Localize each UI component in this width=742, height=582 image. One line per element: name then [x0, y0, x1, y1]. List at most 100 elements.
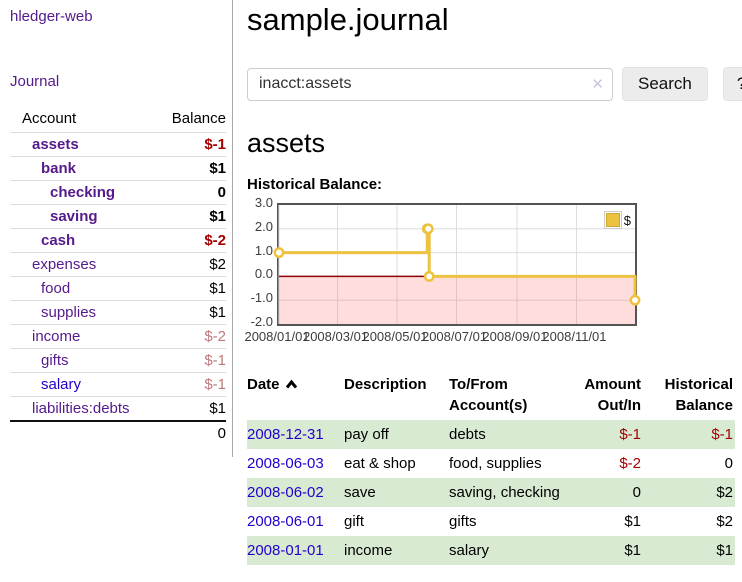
account-row: income $-2: [10, 324, 226, 349]
x-tick-label: 2008/01/01: [244, 329, 310, 344]
register-table: Date Description To/From Account(s) Amou…: [247, 370, 735, 565]
transaction-accounts: debts: [449, 420, 571, 449]
transaction-date-link[interactable]: 2008-06-02: [247, 484, 324, 501]
account-balance: $-1: [204, 352, 226, 369]
main-content: sample.journal ✕ Search ? assets Histori…: [233, 0, 742, 565]
y-tick-label: -1.0: [250, 290, 273, 306]
account-link-liabilities-debts[interactable]: liabilities:debts: [32, 400, 130, 417]
transaction-balance: $2: [716, 513, 733, 530]
account-balance: $1: [209, 400, 226, 417]
transaction-date-link[interactable]: 2008-12-31: [247, 426, 324, 443]
account-row: salary $-1: [10, 372, 226, 397]
register-header-accounts: To/From Account(s): [449, 376, 528, 414]
accounts-header-balance: Balance: [171, 110, 226, 127]
chart-legend: $: [603, 211, 631, 229]
chart-label: Historical Balance:: [247, 176, 383, 193]
transaction-amount: 0: [571, 478, 643, 507]
x-tick-label: 2008/11/01: [542, 329, 607, 344]
transaction-balance: $2: [643, 478, 735, 507]
clear-search-icon[interactable]: ✕: [591, 75, 604, 93]
account-link-bank[interactable]: bank: [41, 160, 77, 177]
transaction-amount: $-1: [571, 420, 643, 449]
accounts-header-account: Account: [22, 110, 77, 127]
account-balance: $-1: [204, 136, 226, 153]
register-row: 2008-06-02 save saving, checking 0 $2: [247, 478, 735, 507]
transaction-description: income: [344, 536, 449, 565]
register-header-amount: Amount Out/In: [584, 376, 641, 414]
accounts-balance-table: Account Balance assets $-1 bank $1 check…: [10, 107, 226, 445]
x-tick-label: 2008/09/01: [482, 329, 548, 344]
y-tick-label: 3.0: [254, 195, 273, 210]
y-tick-label: -2.0: [250, 314, 273, 329]
transaction-balance: $-1: [643, 420, 735, 449]
sidebar: hledger-web Journal Account Balance asse…: [0, 0, 233, 457]
account-link-assets[interactable]: assets: [32, 136, 79, 153]
account-link-cash[interactable]: cash: [41, 232, 76, 249]
account-balance: 0: [217, 184, 226, 201]
account-link-gifts[interactable]: gifts: [41, 352, 69, 369]
account-row: assets $-1: [10, 132, 226, 157]
search-input[interactable]: [247, 67, 613, 101]
register-header-date[interactable]: Date: [247, 370, 344, 420]
legend-swatch: [605, 213, 620, 227]
account-balance: $2: [209, 256, 226, 273]
accounts-header-row: Account Balance: [10, 107, 226, 133]
y-tick-label: 1.0: [254, 242, 273, 258]
transaction-description: gift: [344, 513, 365, 530]
account-link-supplies[interactable]: supplies: [41, 304, 97, 321]
register-row: 2008-01-01 income salary $1 $1: [247, 536, 735, 565]
account-link-saving[interactable]: saving: [50, 208, 98, 225]
account-link-salary[interactable]: salary: [41, 376, 82, 393]
account-row: cash $-2: [10, 228, 226, 253]
search-box: ✕: [247, 67, 613, 101]
transaction-date-link[interactable]: 2008-06-03: [247, 455, 324, 472]
register-header-balance: Historical Balance: [664, 376, 733, 414]
account-row: expenses $2: [10, 252, 226, 277]
account-heading: assets: [247, 128, 326, 158]
chart-plot-area: $: [273, 203, 641, 326]
account-balance: $1: [209, 160, 226, 177]
account-link-expenses[interactable]: expenses: [32, 256, 97, 273]
transaction-description: pay off: [344, 420, 449, 449]
account-balance: $-2: [204, 232, 226, 249]
account-link-checking[interactable]: checking: [50, 184, 116, 201]
transaction-date-link[interactable]: 2008-01-01: [247, 542, 324, 559]
accounts-total-value: 0: [217, 425, 226, 442]
transaction-description: save: [344, 478, 449, 507]
account-row: food $1: [10, 276, 226, 301]
register-row: 2008-06-01 gift gifts $1 $2: [247, 507, 735, 536]
app-title-link[interactable]: hledger-web: [10, 8, 93, 25]
sort-ascending-icon: [285, 379, 297, 389]
search-button[interactable]: Search: [622, 67, 708, 101]
transaction-balance: $1: [643, 536, 735, 565]
account-row: liabilities:debts $1: [10, 396, 226, 422]
historical-balance-chart: 3.0 2.0 1.0 0.0 -1.0 -2.0 $ 2008/01/01 2…: [244, 195, 742, 347]
legend-swatch-box: [603, 211, 622, 229]
transaction-accounts: gifts: [449, 513, 477, 530]
account-row: bank $1: [10, 156, 226, 181]
account-row: gifts $-1: [10, 348, 226, 373]
account-balance: $-1: [204, 376, 226, 393]
account-balance: $1: [209, 208, 226, 225]
accounts-total-row: 0: [10, 421, 226, 445]
transaction-amount: $1: [571, 536, 643, 565]
register-header-description: Description: [344, 376, 427, 393]
account-row: checking 0: [10, 180, 226, 205]
account-link-income[interactable]: income: [32, 328, 81, 345]
account-row: saving $1: [10, 204, 226, 229]
sidebar-item-journal[interactable]: Journal: [10, 73, 60, 90]
transaction-date-link[interactable]: 2008-06-01: [247, 513, 324, 530]
x-tick-label: 2008/03/01: [302, 329, 369, 344]
x-tick-label: 2008/05/01: [362, 329, 428, 344]
register-header-row: Date Description To/From Account(s) Amou…: [247, 370, 735, 420]
transaction-amount: $-2: [619, 455, 641, 472]
transaction-balance: 0: [724, 455, 733, 472]
transaction-amount: $1: [624, 513, 641, 530]
transaction-accounts: saving, checking: [449, 478, 571, 507]
page-title: sample.journal: [247, 2, 449, 37]
account-row: supplies $1: [10, 300, 226, 325]
help-button[interactable]: ?: [722, 67, 742, 101]
y-tick-label: 0.0: [254, 266, 273, 282]
transaction-accounts: food, supplies: [449, 455, 542, 472]
account-link-food[interactable]: food: [41, 280, 71, 297]
